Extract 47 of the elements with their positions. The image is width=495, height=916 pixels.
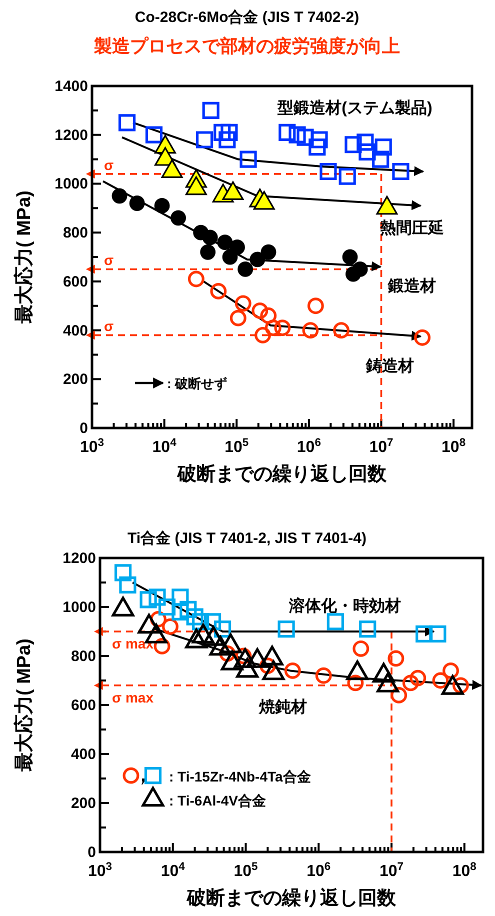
ref-line-label: σ xyxy=(104,318,114,334)
chart-subtitle: 製造プロセスで部材の疲労強度が向上 xyxy=(93,36,400,56)
y-tick-label: 200 xyxy=(62,371,88,388)
annotation: 鋳造材 xyxy=(365,357,414,375)
y-tick-label: 1200 xyxy=(54,126,88,144)
x-tick-label: 10$^{3}$ xyxy=(80,437,104,456)
ref-line-label: σ xyxy=(104,252,114,268)
ref-line-label: σ xyxy=(104,156,114,173)
legend-label: : Ti-15Zr-4Nb-4Ta合金 xyxy=(168,768,312,785)
annotation: : 破断せず xyxy=(167,376,227,391)
y-tick-label: 800 xyxy=(70,648,96,665)
x-tick-label: 10$^{6}$ xyxy=(296,437,321,456)
y-tick-label: 0 xyxy=(88,844,96,861)
y-tick-label: 400 xyxy=(62,322,88,340)
y-axis-title: 最大応力( MPa) xyxy=(13,190,35,324)
y-tick-label: 400 xyxy=(70,746,96,763)
y-tick-label: 600 xyxy=(62,273,88,290)
y-tick-label: 0 xyxy=(80,420,88,437)
x-axis-title: 破断までの繰り返し回数 xyxy=(186,887,397,909)
chart-title: Ti合金 (JIS T 7401-2, JIS T 7401-4) xyxy=(128,530,366,547)
annotation: 型鍛造材(ステム製品) xyxy=(276,99,432,117)
annotation: 熱間圧延 xyxy=(379,219,444,237)
x-tick-label: 10$^{3}$ xyxy=(88,861,112,880)
x-tick-label: 10$^{4}$ xyxy=(160,861,186,880)
x-tick-label: 10$^{7}$ xyxy=(369,437,394,456)
x-tick-label: 10$^{8}$ xyxy=(442,437,466,456)
y-tick-label: 1200 xyxy=(62,550,96,567)
legend-label: : Ti-6Al-4V合金 xyxy=(168,792,267,809)
annotation: 鍛造材 xyxy=(387,277,436,295)
x-tick-label: 10$^{5}$ xyxy=(224,437,249,456)
y-axis-title: 最大応力( MPa) xyxy=(13,638,35,772)
ref-line-label: σ max xyxy=(112,689,154,706)
x-tick-label: 10$^{8}$ xyxy=(452,861,476,880)
y-tick-label: 800 xyxy=(62,224,88,242)
chart-title: Co-28Cr-6Mo合金 (JIS T 7402-2) xyxy=(134,9,360,26)
x-tick-label: 10$^{6}$ xyxy=(306,861,331,880)
x-tick-label: 10$^{5}$ xyxy=(234,861,258,880)
y-tick-label: 600 xyxy=(70,697,96,714)
annotation: 焼鈍材 xyxy=(258,698,307,716)
x-axis-title: 破断までの繰り返し回数 xyxy=(176,463,388,485)
annotation: 溶体化・時効材 xyxy=(288,596,401,615)
y-tick-label: 200 xyxy=(70,795,96,812)
y-tick-label: 1400 xyxy=(54,78,88,95)
y-tick-label: 1000 xyxy=(62,599,96,616)
y-tick-label: 1000 xyxy=(54,176,88,193)
x-tick-label: 10$^{4}$ xyxy=(152,437,178,456)
x-tick-label: 10$^{7}$ xyxy=(380,861,404,880)
